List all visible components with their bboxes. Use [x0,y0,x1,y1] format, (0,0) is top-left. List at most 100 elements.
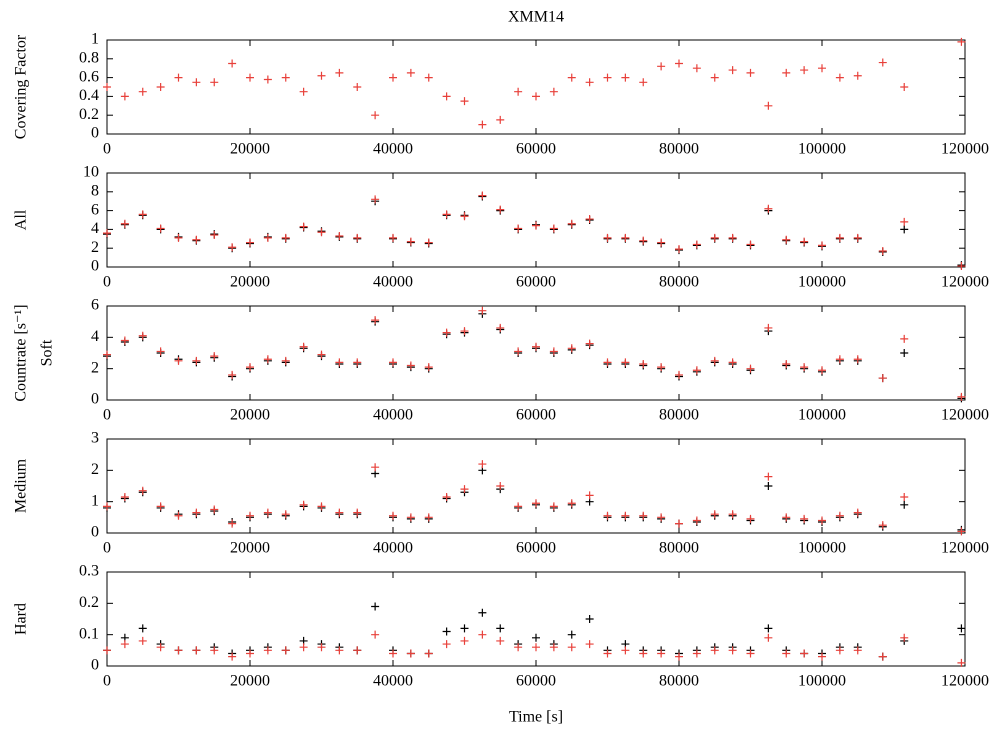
data-point [156,224,165,233]
data-point [299,222,308,231]
data-point [835,355,844,364]
data-point [460,636,469,645]
x-tick-label: 0 [103,407,111,424]
data-point [335,231,344,240]
data-point [442,92,451,101]
data-point [532,499,540,508]
data-point [675,652,683,661]
data-point [549,502,558,511]
data-point [281,73,290,82]
data-point [692,516,701,525]
data-point [442,492,451,501]
data-point [900,217,909,226]
data-point [371,111,380,120]
data-point [424,73,433,82]
y-axis-label: Medium [13,458,30,513]
chart-title: XMM14 [508,9,564,26]
y-tick-label: 0.3 [79,563,99,580]
data-point [728,358,737,367]
x-tick-label: 100000 [798,274,846,291]
data-point [406,513,415,522]
data-point [210,352,219,361]
x-axis-label: Time [s] [509,709,563,726]
data-point [496,205,505,214]
data-point [228,519,237,528]
data-point [764,482,773,490]
data-point [478,306,487,315]
data-point [675,519,683,528]
data-point [835,646,844,655]
y-group-label: Countrate [s⁻¹] [13,304,30,401]
data-point [424,649,433,658]
data-point [657,238,666,247]
y-tick-label: 0.6 [79,68,99,85]
data-point [353,646,362,655]
data-point [782,513,791,522]
data-point [782,359,791,368]
y-axis-label: Covering Factor [13,34,30,139]
plot-frame [106,438,966,534]
data-point [621,358,630,367]
data-point [514,643,523,652]
data-point [532,633,540,642]
data-point [478,460,487,469]
data-point [728,510,737,519]
data-point [657,649,666,658]
data-point [371,630,380,639]
data-point [246,238,254,247]
x-tick-label: 120000 [941,274,989,291]
data-point [156,347,165,356]
x-tick-label: 60000 [516,407,556,424]
data-point [710,510,719,519]
data-point [585,491,594,500]
data-point [746,364,755,373]
data-point [567,630,576,639]
data-point [639,359,648,368]
data-point [442,210,451,219]
data-point [406,68,415,77]
data-point [442,627,451,636]
data-point [957,527,966,536]
data-point [299,342,308,351]
data-point [281,233,290,242]
data-point [317,71,326,80]
data-point [549,643,558,652]
y-tick-label: 0.2 [79,106,99,123]
data-point [460,212,469,221]
data-point [389,233,397,242]
data-point [764,633,773,642]
data-point [639,511,648,520]
plot-frame [106,39,966,135]
data-point [764,323,773,332]
data-point [657,62,666,71]
data-point [460,624,469,633]
data-point [156,643,165,652]
x-tick-label: 20000 [230,407,270,424]
data-point [657,513,666,522]
data-point [138,636,147,645]
data-point [192,235,201,244]
data-point [335,646,344,655]
data-point [406,361,415,370]
data-point [371,316,380,325]
y-tick-label: 0 [91,125,99,142]
data-point [120,640,129,649]
x-tick-label: 120000 [941,540,989,557]
x-tick-label: 60000 [516,540,556,557]
data-point [800,237,809,246]
x-tick-label: 80000 [659,673,699,690]
data-point [549,347,558,356]
data-point [764,204,773,213]
data-point [353,358,362,367]
x-tick-label: 0 [103,141,111,158]
data-point [957,658,966,667]
data-point [442,328,451,337]
data-point [957,392,966,401]
data-point [710,233,719,242]
y-tick-label: 0 [91,391,99,408]
data-point [567,643,576,652]
data-point [710,356,719,365]
data-point [317,228,326,237]
data-point [138,624,147,633]
x-tick-label: 20000 [230,141,270,158]
